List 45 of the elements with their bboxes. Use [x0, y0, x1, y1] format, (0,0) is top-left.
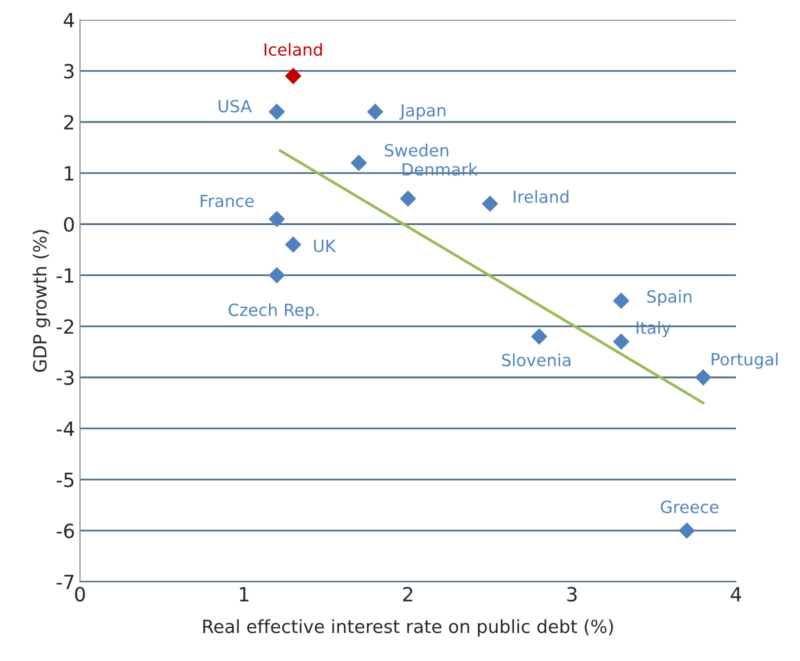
point	[482, 195, 498, 212]
series-label: France	[200, 194, 254, 208]
y-tick-label: -6	[56, 524, 74, 538]
point	[366, 104, 384, 120]
y-tick-label: 1	[64, 166, 74, 180]
y-axis-title: GDP growth (%)	[32, 230, 50, 372]
y-tick-label: 2	[64, 114, 74, 130]
x-tick-label: 3	[567, 586, 577, 602]
point	[284, 236, 302, 253]
series-label: Spain	[647, 290, 692, 306]
series-label: Japan	[399, 104, 446, 120]
y-tick-label: -7	[56, 574, 74, 590]
y-tick-label: -4	[56, 422, 74, 436]
x-tick-label: 2	[403, 586, 412, 602]
y-tick-label: -3	[56, 370, 74, 386]
point	[268, 104, 286, 120]
series-label: Czech Rep.	[228, 303, 319, 320]
point	[612, 333, 630, 350]
y-tick-label: 4	[64, 13, 74, 28]
point	[268, 267, 286, 284]
series-label: UK	[314, 240, 336, 252]
y-tick-label: -2	[56, 319, 74, 334]
y-tick-label: -5	[56, 472, 74, 488]
point	[350, 154, 368, 172]
point	[694, 369, 712, 386]
x-tick-label: 4	[730, 587, 742, 602]
x-tick-label: 0	[75, 586, 85, 602]
point	[284, 68, 302, 84]
x-axis-title: Real effective interest rate on public debt (%)	[203, 619, 613, 637]
series-label: Ireland	[514, 190, 568, 203]
series-label: Portugal	[712, 352, 778, 369]
y-tick-label: -1	[56, 268, 74, 283]
series-label: Iceland	[264, 42, 322, 56]
point	[400, 190, 416, 207]
series-label: USA	[218, 100, 252, 112]
x-tick-label: 1	[240, 587, 248, 602]
series-label: Sweden	[384, 144, 448, 157]
point	[530, 328, 548, 345]
y-tick-label: 0	[64, 217, 74, 232]
point	[612, 292, 630, 309]
series-label: Slovenia	[502, 353, 570, 366]
point	[678, 522, 696, 539]
point	[268, 210, 286, 228]
series-label: Greece	[660, 500, 718, 514]
y-tick-label: 3	[64, 64, 74, 79]
